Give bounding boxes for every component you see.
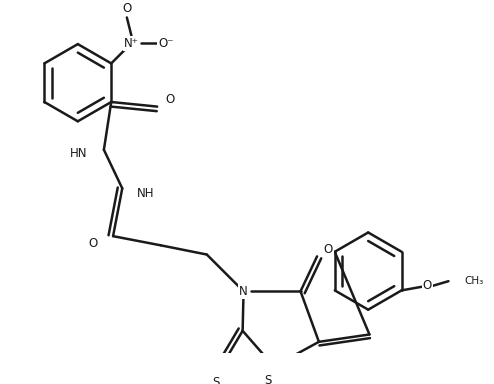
Text: O: O <box>324 243 333 255</box>
Text: O⁻: O⁻ <box>159 37 174 50</box>
Text: O: O <box>423 279 432 292</box>
Text: O: O <box>165 93 175 106</box>
Text: S: S <box>265 374 272 384</box>
Text: HN: HN <box>70 147 87 160</box>
Text: O: O <box>88 237 97 250</box>
Text: N: N <box>239 285 248 298</box>
Text: N⁺: N⁺ <box>124 37 139 50</box>
Text: NH: NH <box>137 187 155 200</box>
Text: CH₃: CH₃ <box>464 276 483 286</box>
Text: O: O <box>122 2 131 15</box>
Text: S: S <box>212 376 220 384</box>
